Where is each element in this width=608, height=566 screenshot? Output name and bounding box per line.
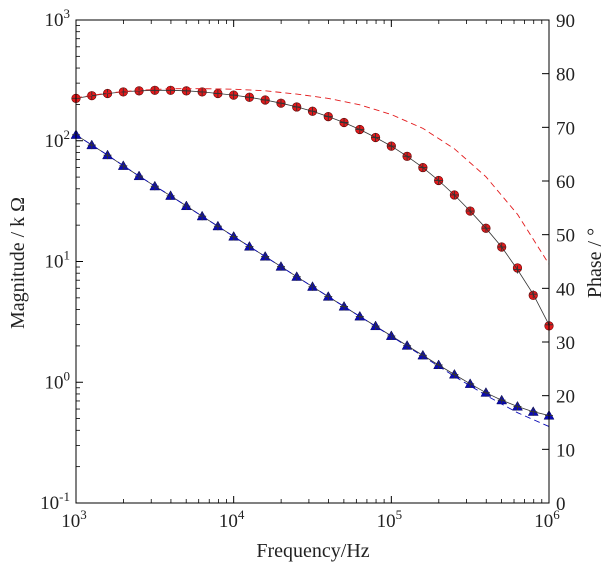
- plus-marker: [103, 151, 112, 160]
- plus-marker: [292, 102, 301, 111]
- plus-marker: [450, 190, 459, 199]
- y-right-tick-label: 10: [556, 440, 575, 461]
- plus-marker: [403, 341, 412, 350]
- plus-marker: [261, 95, 270, 104]
- series-1: [72, 86, 553, 329]
- plus-marker: [513, 402, 522, 411]
- x-tick-label: 105: [377, 507, 403, 532]
- plus-marker: [229, 232, 238, 241]
- y-right-tick-label: 20: [556, 387, 575, 408]
- y-right-tick-label: 40: [556, 279, 575, 300]
- y-axis-right-title: Phase / °: [584, 228, 606, 298]
- plus-marker: [481, 224, 490, 233]
- y-right-tick-label: 90: [556, 11, 575, 32]
- y-right-tick-label: 70: [556, 118, 575, 139]
- plus-marker: [182, 86, 191, 95]
- series-3: [70, 129, 555, 420]
- plus-marker: [355, 312, 364, 321]
- y-left-tick-label: 100: [45, 368, 71, 393]
- plus-marker: [355, 125, 364, 134]
- y-left-tick-label: 103: [45, 6, 71, 31]
- plus-marker: [340, 118, 349, 127]
- plus-marker: [229, 91, 238, 100]
- plus-marker: [308, 107, 317, 116]
- series-0: [71, 85, 554, 331]
- plus-marker: [340, 302, 349, 311]
- x-tick-label: 103: [61, 507, 87, 532]
- plus-marker: [245, 93, 254, 102]
- plus-marker: [87, 141, 96, 150]
- plus-marker: [418, 351, 427, 360]
- plus-marker: [198, 87, 207, 96]
- dashed-fit-line: [75, 134, 550, 427]
- series-2: [75, 88, 550, 265]
- plus-marker: [434, 176, 443, 185]
- plus-marker: [434, 360, 443, 369]
- y-right-tick-label: 30: [556, 333, 575, 354]
- plus-marker: [466, 207, 475, 216]
- x-tick-label: 106: [534, 507, 560, 532]
- plus-marker: [150, 86, 159, 95]
- y-left-tick-label: 102: [45, 127, 71, 152]
- plus-marker: [513, 265, 522, 274]
- y-right-tick-label: 80: [556, 65, 575, 86]
- x-axis-title: Frequency/Hz: [256, 540, 369, 562]
- y-axis-left-title: Magnitude / k Ω: [7, 197, 29, 329]
- y-right-tick-label: 0: [556, 494, 566, 515]
- fit-line: [75, 134, 550, 416]
- plot-area: [70, 85, 555, 427]
- series-4: [72, 130, 553, 420]
- y-right-tick-label: 60: [556, 172, 575, 193]
- y-left-tick-label: 10-1: [40, 489, 70, 514]
- plus-marker: [387, 142, 396, 151]
- plus-marker: [497, 396, 506, 405]
- plot-frame: [75, 19, 550, 504]
- plus-marker: [324, 292, 333, 301]
- axes: 103 104 105 106 10-1 100 101 102 103 0 10 20 30 40 50 6…: [40, 6, 575, 532]
- plus-marker: [371, 133, 380, 142]
- plus-marker: [497, 243, 506, 252]
- plus-marker: [213, 89, 222, 98]
- plus-marker: [529, 407, 538, 416]
- plus-marker: [245, 242, 254, 251]
- plus-marker: [103, 89, 112, 98]
- plus-marker: [529, 290, 538, 299]
- plus-marker: [166, 86, 175, 95]
- plus-marker: [324, 112, 333, 121]
- y-right-tick-label: 50: [556, 226, 575, 247]
- x-tick-label: 104: [219, 507, 245, 532]
- dashed-fit-line: [75, 88, 550, 265]
- series-5: [75, 134, 550, 427]
- plus-marker: [403, 152, 412, 161]
- plus-marker: [119, 161, 128, 170]
- plus-marker: [213, 222, 222, 231]
- plus-marker: [276, 99, 285, 108]
- y-left-tick-label: 101: [45, 248, 71, 273]
- plus-marker: [418, 163, 427, 172]
